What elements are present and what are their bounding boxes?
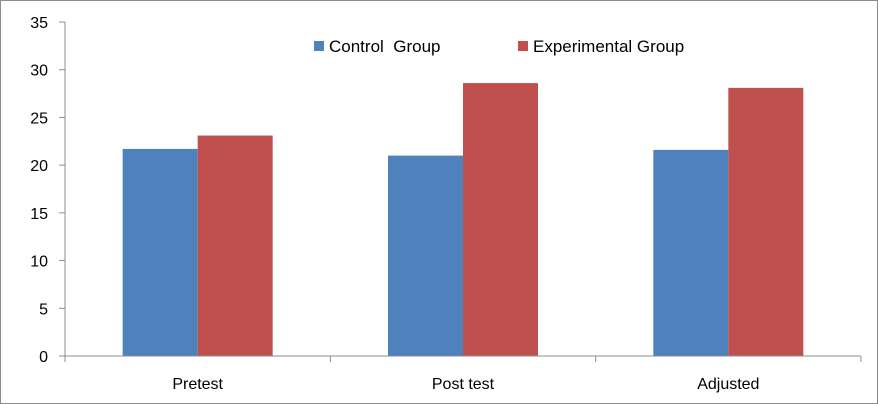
bars — [122, 83, 804, 357]
x-tick-label: Pretest — [172, 376, 223, 393]
y-tick-label: 20 — [30, 158, 48, 175]
y-axis-ticks: 0 5 10 15 20 25 30 35 — [30, 15, 65, 366]
legend: Control Group Experimental Group — [314, 37, 684, 56]
y-tick-label: 30 — [30, 63, 48, 80]
y-tick-label: 5 — [39, 301, 48, 318]
x-tick-label: Post test — [432, 376, 495, 393]
bar-experimental-pretest — [197, 135, 273, 356]
x-tick-label: Adjusted — [697, 376, 759, 393]
x-axis-ticks: Pretest Post test Adjusted — [64, 356, 862, 393]
y-tick-label: 10 — [30, 254, 48, 271]
legend-label: Experimental Group — [533, 37, 684, 56]
y-tick-label: 15 — [30, 206, 48, 223]
bar-experimental-adjusted — [728, 87, 804, 357]
legend-swatch — [314, 41, 324, 51]
bar-control-post-test — [388, 155, 463, 356]
y-tick-label: 35 — [30, 15, 48, 32]
y-tick-label: 0 — [39, 349, 48, 366]
legend-label: Control Group — [329, 37, 441, 56]
bar-control-adjusted — [653, 149, 729, 356]
bar-experimental-post-test — [463, 83, 538, 357]
y-tick-label: 25 — [30, 110, 48, 127]
legend-swatch — [518, 41, 528, 51]
bar-control-pretest — [122, 148, 198, 356]
